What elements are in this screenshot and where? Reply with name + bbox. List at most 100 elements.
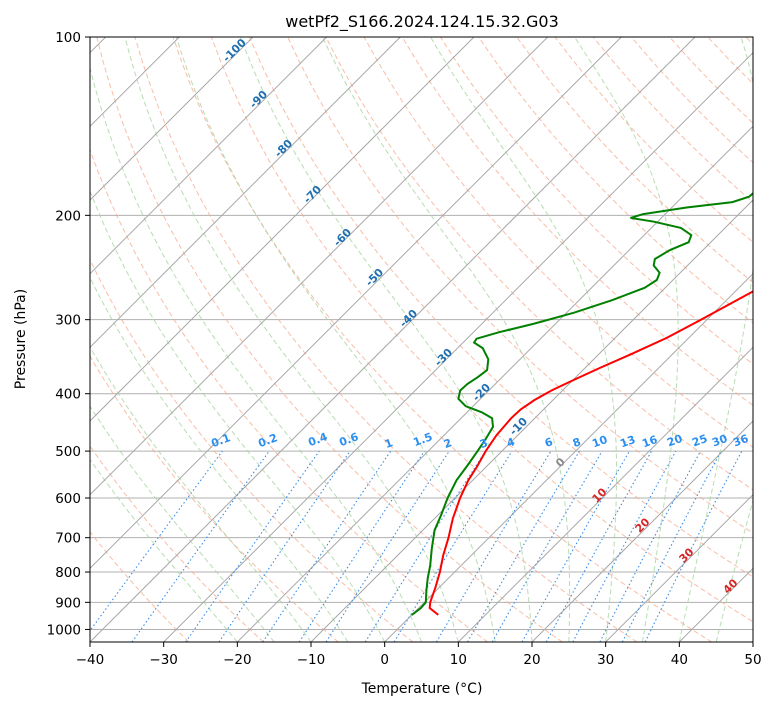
moist-adiabat-line — [430, 37, 617, 642]
isotherm-line — [90, 37, 549, 496]
mixing-ratio-label: 0.1 — [209, 431, 232, 450]
mixing-ratio-label: 36 — [731, 432, 750, 450]
y-tick-label: 600 — [55, 491, 81, 507]
dry-adiabat-line — [325, 37, 753, 491]
mixing-ratio-line — [298, 450, 425, 642]
isotherm-line — [90, 37, 254, 201]
mixing-ratio-line — [218, 450, 351, 642]
isotherm-line — [457, 346, 753, 642]
dry-adiabat-line — [172, 37, 712, 642]
mixing-ratio-line — [90, 450, 223, 632]
chart-title: wetPf2_S166.2024.124.15.32.G03 — [285, 12, 559, 32]
isotherm-line — [90, 37, 696, 642]
x-axis-label: Temperature (°C) — [361, 681, 483, 697]
y-axis-label: Pressure (hPa) — [13, 289, 29, 389]
moist-adiabat-line — [175, 37, 496, 642]
mixing-ratio-label: 2 — [442, 436, 454, 451]
isotherm-line — [236, 125, 753, 642]
dry-adiabat-line — [249, 37, 753, 578]
mixing-ratio-label: 10 — [590, 433, 609, 451]
y-tick-label: 400 — [55, 387, 81, 403]
mixing-ratio-line — [325, 450, 450, 642]
moist-adiabat-line — [90, 189, 386, 642]
x-tick-label: −10 — [297, 652, 326, 668]
y-tick-label: 700 — [55, 531, 81, 547]
dry-adiabat-line — [90, 355, 339, 642]
x-tick-label: −40 — [76, 652, 105, 668]
x-tick-label: 0 — [380, 652, 389, 668]
mixing-ratio-line — [545, 450, 653, 642]
mixing-ratio-label: 3 — [478, 436, 490, 451]
x-tick-label: −30 — [149, 652, 178, 668]
moist-adiabat-line — [124, 37, 459, 642]
y-tick-label: 100 — [55, 30, 81, 46]
isotherm-line — [531, 420, 753, 642]
y-tick-label: 300 — [55, 313, 81, 329]
background-lines — [90, 37, 753, 642]
plot-frame — [89, 36, 754, 643]
dry-adiabat-line — [210, 37, 753, 623]
y-tick-label: 1000 — [47, 622, 81, 638]
x-tick-label: 10 — [450, 652, 467, 668]
mixing-ratio-label: 0.4 — [306, 430, 329, 449]
mixing-ratio-label: 4 — [505, 435, 517, 450]
mixing-ratio-label: 1 — [383, 436, 395, 451]
dry-adiabat-line — [439, 37, 753, 365]
mixing-ratio-label: 0.6 — [337, 430, 360, 449]
dry-adiabat-line — [96, 37, 563, 642]
x-axis: −40 −30 −20 −10 0 10 20 30 40 50 — [76, 642, 762, 668]
moist-adiabat-line — [90, 276, 349, 642]
mixing-ratio-label: 25 — [690, 432, 709, 449]
y-tick-label: 500 — [55, 444, 81, 460]
mixing-ratio-label: 16 — [640, 433, 659, 451]
temperature-profile-line — [428, 290, 753, 616]
y-axis: 1000 900 800 700 600 500 400 300 200 100 — [47, 30, 90, 638]
mixing-ratio-label: 6 — [543, 435, 555, 450]
isotherm-line — [90, 37, 401, 349]
x-tick-label: 50 — [744, 652, 761, 668]
moist-adiabat-line — [678, 37, 753, 642]
mixing-ratio-label: 13 — [618, 433, 637, 450]
isotherm-line — [90, 37, 328, 275]
mixing-ratio-label: 1.5 — [411, 430, 434, 449]
mixing-ratio-label: 8 — [571, 435, 583, 450]
moist-adiabat-line — [90, 405, 275, 642]
mixing-ratio-line — [393, 450, 513, 642]
isotherm-line — [383, 272, 753, 642]
moist-adiabat-line — [715, 498, 753, 642]
y-tick-label: 200 — [55, 208, 81, 224]
y-tick-label: 800 — [55, 565, 81, 581]
moist-adiabat-line — [239, 37, 533, 642]
isotherm-line — [90, 37, 475, 422]
dry-adiabat-line — [90, 445, 264, 642]
series-lines — [411, 191, 753, 616]
moist-adiabat-line — [90, 458, 238, 642]
x-tick-label: −20 — [223, 652, 252, 668]
dewpoint-profile-line — [411, 191, 753, 616]
isotherm-line — [310, 199, 753, 642]
mixing-ratio-label: 20 — [665, 432, 684, 450]
x-tick-label: 40 — [671, 652, 688, 668]
moist-adiabat-line — [322, 37, 571, 642]
mixing-ratio-label: 0.2 — [256, 431, 279, 450]
dry-adiabat-line — [90, 531, 190, 642]
x-tick-label: 30 — [597, 652, 614, 668]
isotherm-line — [90, 37, 622, 570]
mixing-ratio-line — [644, 450, 743, 642]
x-tick-label: 20 — [523, 652, 540, 668]
mixing-ratio-line — [572, 450, 677, 642]
moist-adiabat-line — [90, 65, 422, 642]
moist-adiabat-line — [574, 37, 679, 642]
dry-adiabat-line — [401, 37, 753, 406]
mixing-ratio-line — [521, 450, 630, 642]
isotherm-line — [604, 493, 753, 642]
dry-adiabat-line — [90, 148, 488, 642]
dry-adiabat-line — [134, 37, 638, 642]
y-tick-label: 900 — [55, 595, 81, 611]
mixing-ratio-line — [185, 450, 320, 642]
mixing-ratio-line — [131, 450, 270, 642]
mixing-ratio-label: 30 — [710, 432, 729, 450]
mixing-ratio-line — [262, 450, 392, 642]
